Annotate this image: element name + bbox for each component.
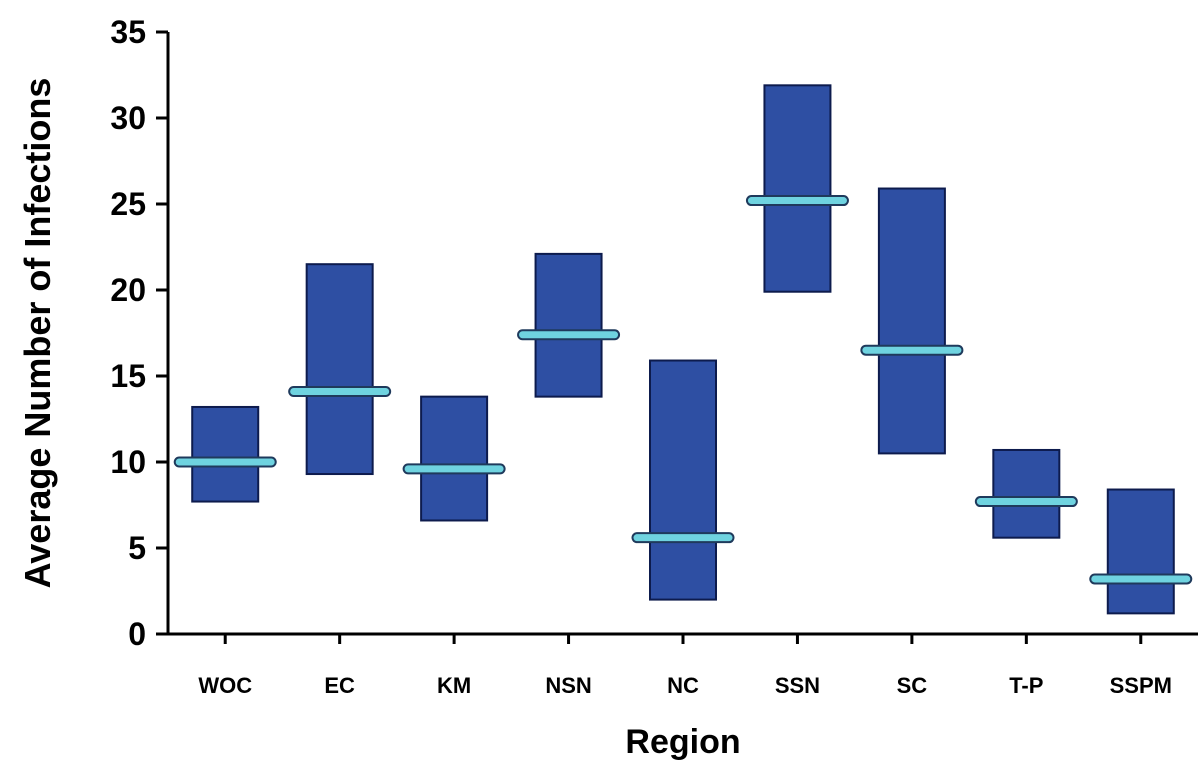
- x-tick-label: SSPM: [1110, 673, 1172, 698]
- x-tick-label: WOC: [198, 673, 252, 698]
- range-bar-sc: [877, 187, 946, 455]
- y-tick-label: 25: [110, 186, 146, 222]
- y-tick-label: 30: [110, 100, 146, 136]
- y-tick-label: 20: [110, 272, 146, 308]
- range-bars: [191, 84, 1175, 615]
- x-axis: WOC EC KM NSN NC SSN SC T-P SSPM: [198, 634, 1172, 698]
- x-axis-title: Region: [625, 723, 740, 761]
- y-tick-label: 5: [128, 530, 146, 566]
- y-axis-title: Average Number of Infections: [17, 78, 58, 589]
- y-axis: 0 5 10 15 20 25 30 35: [110, 14, 168, 652]
- range-bar-km: [420, 395, 489, 522]
- y-tick-label: 15: [110, 358, 146, 394]
- x-tick-label: SC: [897, 673, 928, 698]
- range-bar-sspm: [1106, 488, 1175, 615]
- x-tick-label: KM: [437, 673, 471, 698]
- x-tick-label: T-P: [1009, 673, 1043, 698]
- range-bar-nsn: [534, 252, 603, 398]
- x-tick-label: EC: [324, 673, 355, 698]
- y-tick-label: 10: [110, 444, 146, 480]
- range-bar-t-p: [992, 448, 1061, 539]
- y-tick-label: 0: [128, 616, 146, 652]
- mean-lines: [173, 195, 1193, 585]
- range-bar-woc: [191, 405, 260, 503]
- range-bar-ec: [305, 263, 374, 476]
- range-bar-ssn: [763, 84, 832, 293]
- x-tick-label: SSN: [775, 673, 820, 698]
- y-tick-label: 35: [110, 14, 146, 50]
- range-bar-nc: [649, 359, 717, 601]
- x-tick-label: NC: [667, 673, 699, 698]
- x-tick-label: NSN: [545, 673, 591, 698]
